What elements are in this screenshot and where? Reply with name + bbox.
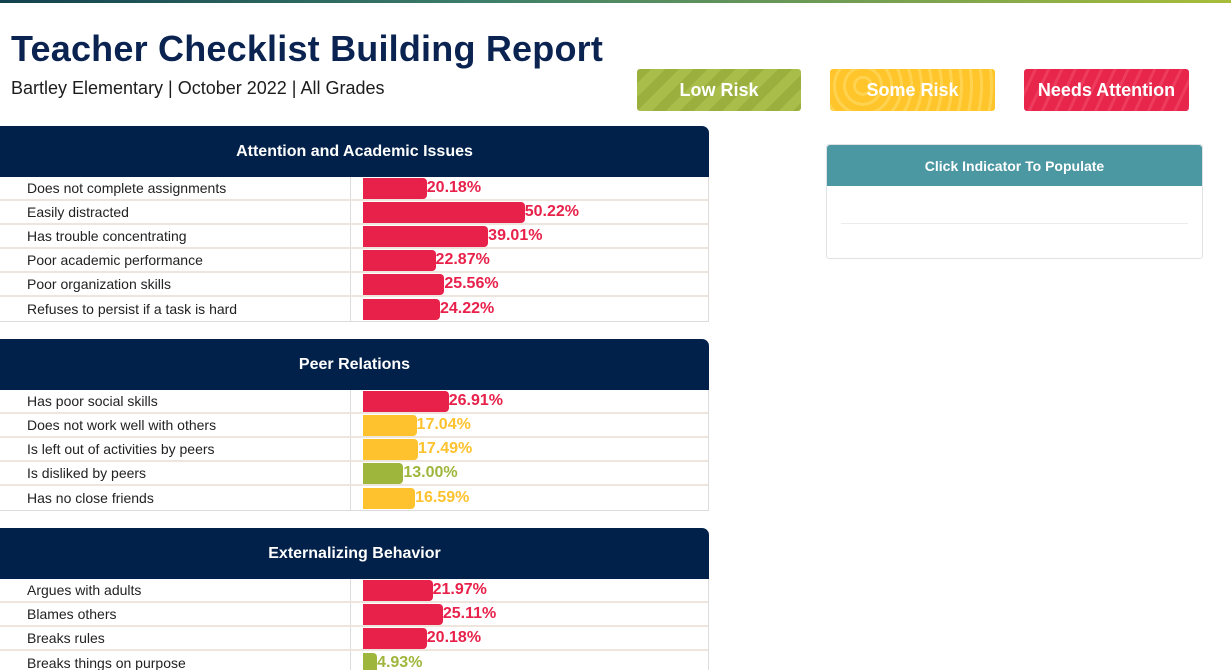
indicator-percentage: 20.18% (426, 629, 482, 646)
indicator-label: Has trouble concentrating (0, 225, 351, 247)
indicator-percentage: 16.59% (415, 489, 470, 506)
indicator-bar-cell: 20.18% (351, 177, 708, 199)
indicator-row[interactable]: Poor academic performance 22.87% (0, 249, 708, 273)
indicator-divider (841, 223, 1188, 224)
section-attention-academic: Attention and Academic Issues Does not c… (0, 126, 709, 322)
indicator-row[interactable]: Does not complete assignments 20.18% (0, 177, 708, 201)
indicator-row[interactable]: Easily distracted 50.22% (0, 201, 708, 225)
indicator-label: Poor organization skills (0, 273, 351, 295)
indicator-row[interactable]: Has no close friends 16.59% (0, 486, 708, 510)
indicator-row[interactable]: Argues with adults 21.97% (0, 579, 708, 603)
indicator-label: Poor academic performance (0, 249, 351, 271)
indicator-bar-cell: 25.11% (351, 603, 708, 625)
indicator-label: Is disliked by peers (0, 462, 351, 484)
indicator-row[interactable]: Breaks rules 20.18% (0, 627, 708, 651)
section-peer-relations: Peer Relations Has poor social skills 26.… (0, 339, 709, 511)
section-body: Has poor social skills 26.91% Does not wor… (0, 390, 709, 511)
indicator-bar-cell: 17.04% (351, 414, 708, 436)
section-header: Peer Relations (0, 339, 709, 390)
indicator-bar-cell: 13.00% (351, 462, 708, 484)
indicator-percentage: 4.93% (377, 654, 423, 670)
page-subtitle: Bartley Elementary | October 2022 | All … (11, 78, 385, 98)
indicator-row[interactable]: Has trouble concentrating 39.01% (0, 225, 708, 249)
some-risk-legend-button[interactable]: Some Risk (830, 69, 995, 111)
indicator-bar-cell: 24.22% (351, 297, 708, 321)
section-header: Attention and Academic Issues (0, 126, 709, 177)
indicator-bar[interactable] (363, 201, 525, 223)
indicator-percentage: 21.97% (432, 581, 487, 598)
indicator-bar[interactable] (363, 603, 443, 625)
indicator-bar[interactable] (363, 579, 433, 601)
page-title: Teacher Checklist Building Report (11, 28, 604, 69)
top-accent-bar (0, 0, 1231, 3)
indicator-label: Argues with adults (0, 579, 351, 601)
indicator-percentage: 24.22% (439, 300, 495, 317)
indicator-label: Breaks things on purpose (0, 651, 351, 670)
indicator-bar[interactable] (363, 249, 436, 271)
indicator-row[interactable]: Is disliked by peers 13.00% (0, 462, 708, 486)
indicator-bar-cell: 26.91% (351, 390, 708, 412)
low-risk-legend-button[interactable]: Low Risk (637, 69, 801, 111)
indicator-bar[interactable] (363, 390, 449, 412)
section-header: Externalizing Behavior (0, 528, 709, 579)
indicator-percentage: 50.22% (524, 203, 579, 220)
indicator-row[interactable]: Does not work well with others 17.04% (0, 414, 708, 438)
indicator-bar-cell: 21.97% (351, 579, 708, 601)
indicator-bar-cell: 39.01% (351, 225, 708, 247)
indicator-bar-cell: 20.18% (351, 627, 708, 649)
indicator-bar-cell: 4.93% (351, 651, 708, 670)
indicator-bar[interactable] (363, 298, 440, 320)
indicator-bar-cell: 22.87% (351, 249, 708, 271)
section-externalizing-behavior: Externalizing Behavior Argues with adult… (0, 528, 709, 670)
indicator-label: Does not complete assignments (0, 177, 351, 199)
indicator-percentage: 17.04% (416, 416, 471, 433)
indicator-percentage: 20.18% (426, 179, 482, 196)
indicator-row[interactable]: Breaks things on purpose 4.93% (0, 651, 708, 670)
indicator-label: Refuses to persist if a task is hard (0, 297, 351, 321)
indicator-row[interactable]: Poor organization skills 25.56% (0, 273, 708, 297)
indicator-row[interactable]: Has poor social skills 26.91% (0, 390, 708, 414)
indicator-label: Has no close friends (0, 486, 351, 510)
indicator-bar[interactable] (363, 414, 417, 436)
indicator-bar-cell: 16.59% (351, 486, 708, 510)
indicator-bar-cell: 17.49% (351, 438, 708, 460)
section-body: Does not complete assignments 20.18% Easil… (0, 177, 709, 322)
indicator-row[interactable]: Is left out of activities by peers 17.49% (0, 438, 708, 462)
indicator-label: Is left out of activities by peers (0, 438, 351, 460)
indicator-bar[interactable] (363, 273, 445, 295)
indicator-percentage: 25.56% (444, 275, 499, 292)
indicator-label: Has poor social skills (0, 390, 351, 412)
indicator-bar[interactable] (363, 462, 404, 484)
indicator-percentage: 17.49% (418, 440, 473, 457)
indicator-bar[interactable] (363, 225, 489, 247)
indicator-bar-cell: 50.22% (351, 201, 708, 223)
indicator-percentage: 25.11% (442, 605, 497, 622)
indicator-percentage: 39.01% (488, 227, 543, 244)
indicator-bar-cell: 25.56% (351, 273, 708, 295)
indicator-detail-panel: Click Indicator To Populate (826, 144, 1203, 259)
indicator-bar[interactable] (363, 627, 427, 649)
indicator-percentage: 26.91% (448, 392, 503, 409)
indicator-bar[interactable] (363, 652, 378, 670)
indicator-percentage: 22.87% (435, 251, 490, 268)
indicator-row[interactable]: Blames others 25.11% (0, 603, 708, 627)
indicator-panel-header: Click Indicator To Populate (827, 145, 1202, 186)
indicator-label: Easily distracted (0, 201, 351, 223)
indicator-bar[interactable] (363, 487, 416, 509)
indicator-row[interactable]: Refuses to persist if a task is hard 24.2… (0, 297, 708, 321)
needs-attention-legend-button[interactable]: Needs Attention (1024, 69, 1189, 111)
indicator-bar[interactable] (363, 438, 419, 460)
indicator-label: Breaks rules (0, 627, 351, 649)
indicator-label: Does not work well with others (0, 414, 351, 436)
indicator-label: Blames others (0, 603, 351, 625)
section-body: Argues with adults 21.97% Blames others 25.… (0, 579, 709, 670)
indicator-percentage: 13.00% (403, 464, 458, 481)
indicator-bar[interactable] (363, 177, 427, 199)
